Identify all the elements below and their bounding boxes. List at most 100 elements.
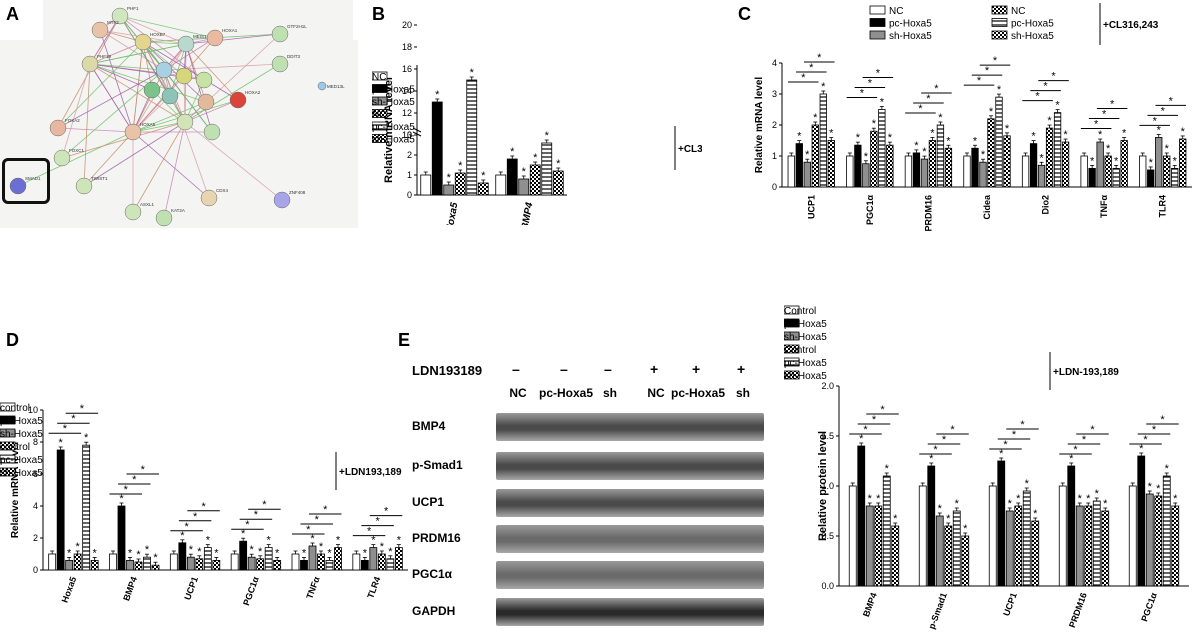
network-node-label: PHF19: [97, 54, 112, 59]
bar: [1092, 500, 1101, 587]
significance-star: *: [929, 453, 934, 465]
significance-star: *: [1149, 157, 1154, 169]
y-tick-label: 10: [28, 405, 38, 415]
significance-star: *: [180, 530, 185, 542]
legend-swatch: [784, 331, 800, 341]
significance-star: *: [197, 546, 202, 558]
significance-star: *: [510, 146, 515, 158]
bar: [979, 161, 987, 188]
significance-star: *: [67, 547, 72, 559]
bar: [230, 553, 239, 571]
network-edge: [185, 43, 207, 103]
legend-label: pc-Hoxa5: [372, 122, 415, 133]
legend-swatch: [869, 18, 886, 27]
bar: [109, 553, 117, 571]
y-axis-label: Relative mRNA level: [10, 442, 21, 539]
significance-star: *: [955, 498, 960, 510]
significance-star: *: [1114, 155, 1119, 167]
bar: [918, 485, 927, 587]
axis-break: [412, 127, 422, 133]
blot-treatment-label: LDN193189: [412, 363, 483, 378]
legend-label: pc-Hoxa5: [372, 85, 415, 96]
significance-star: *: [1173, 155, 1178, 167]
y-tick-label: 10: [402, 130, 412, 140]
network-edge: [89, 41, 144, 65]
significance-star: *: [119, 493, 124, 505]
network-node-label: TWIST1: [91, 176, 108, 181]
bar: [878, 109, 886, 188]
bar: [90, 559, 99, 571]
bar: [352, 553, 361, 571]
significance-star: *: [872, 414, 877, 426]
significance-star: *: [128, 547, 133, 559]
significance-star: *: [315, 514, 320, 526]
significance-star: *: [310, 533, 315, 545]
network-node-label: KAT2A: [171, 208, 185, 213]
bar: [1147, 169, 1155, 188]
significance-star: *: [1152, 424, 1157, 436]
bar: [987, 118, 995, 188]
legend-swatch: [784, 357, 800, 367]
network-edge: [89, 15, 121, 65]
blot-band-strip: [496, 561, 764, 589]
bar: [936, 124, 945, 188]
significance-star: *: [1043, 81, 1048, 93]
bar: [1163, 155, 1171, 188]
significance-star: *: [797, 131, 802, 143]
category-label: PGC1α: [865, 195, 875, 226]
bar: [971, 147, 979, 188]
bar: [247, 556, 256, 571]
significance-star: *: [136, 549, 141, 561]
bar: [795, 143, 803, 188]
bar: [862, 163, 870, 188]
significance-star: *: [80, 403, 85, 415]
bar: [952, 510, 961, 587]
significance-star: *: [946, 135, 951, 147]
bar: [935, 515, 944, 587]
category-label: TNFα: [1099, 195, 1109, 218]
category-label: BMP4: [121, 575, 139, 602]
blot-row-label: UCP1: [412, 495, 445, 509]
bar: [944, 147, 953, 188]
significance-star: *: [76, 541, 81, 553]
significance-star: *: [1165, 143, 1170, 155]
bar: [195, 558, 204, 571]
category-label: Cidea: [982, 194, 992, 220]
network-node: [9, 177, 27, 195]
bar: [857, 445, 866, 587]
bar: [846, 155, 854, 188]
bar: [803, 161, 811, 188]
legend-swatch: [0, 454, 16, 464]
blot-row-label: GAPDH: [412, 604, 456, 618]
bar: [912, 152, 921, 188]
network-node: [155, 209, 173, 227]
blot-lane-label: pc-Hoxa5: [538, 386, 594, 400]
category-label: UCP1: [1001, 591, 1019, 617]
bar: [819, 93, 827, 188]
network-node-label: MTF2: [107, 20, 119, 25]
significance-star: *: [963, 523, 968, 535]
bar: [854, 144, 862, 188]
network-node: [195, 71, 213, 89]
significance-star: *: [327, 547, 332, 559]
y-tick-label: 18: [402, 42, 412, 52]
legend-swatch: [869, 5, 886, 15]
category-label: Dio2: [1041, 195, 1051, 215]
bar: [1031, 520, 1040, 587]
bar: [443, 184, 455, 196]
significance-star: *: [876, 493, 881, 505]
network-edge: [132, 37, 216, 133]
blot-lane-label: sh: [735, 386, 751, 400]
y-tick-label: 1: [407, 170, 412, 180]
category-label: PRDM16: [1067, 591, 1089, 629]
significance-star: *: [206, 535, 211, 547]
bar: [325, 559, 334, 571]
bar: [1120, 140, 1128, 188]
blot-sign: +: [692, 361, 701, 377]
network-node-label: FOXC1: [69, 148, 85, 153]
panel-e-label: E: [398, 330, 411, 350]
bar: [1037, 164, 1046, 188]
y-tick-label: 1: [772, 151, 777, 161]
significance-star: *: [950, 424, 955, 436]
significance-star: *: [71, 413, 76, 425]
